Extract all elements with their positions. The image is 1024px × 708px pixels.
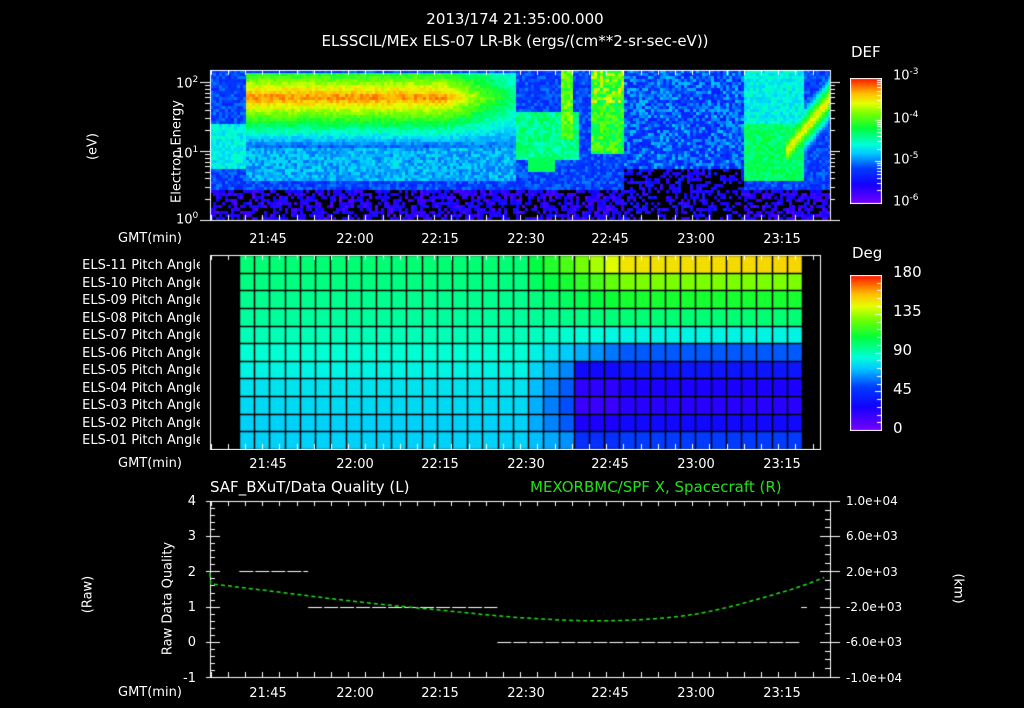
xtick-label: 23:00	[677, 686, 715, 701]
deg-colorbar	[850, 275, 882, 431]
xtick-label: 21:45	[249, 457, 287, 472]
ytick-left: 3	[187, 529, 196, 545]
xtick-label: 22:00	[336, 232, 374, 247]
def-colorbar-title: DEF	[851, 43, 881, 61]
xtick-label: 22:15	[421, 457, 459, 472]
panel1-ylabel-unit: (eV)	[85, 132, 101, 161]
pitch-angle-row-label: ELS-06 Pitch Angle	[82, 345, 204, 361]
panel3-ylabel-left-unit: (Raw)	[80, 575, 96, 614]
def-colorbar	[850, 78, 882, 204]
xtick-label: 22:30	[507, 457, 545, 472]
xtick-label: 22:45	[591, 457, 629, 472]
ytick-right: -1.0e+04	[846, 670, 903, 685]
ytick-left: 4	[187, 494, 196, 509]
ytick-left: 1	[187, 599, 196, 615]
xtick-label: 23:00	[677, 232, 715, 247]
panel2-xlabel: GMT(min)	[118, 456, 182, 471]
xtick-label: 22:30	[507, 232, 545, 247]
ytick-right: 1.0e+04	[846, 494, 898, 508]
panel3-xlabel: GMT(min)	[118, 685, 182, 700]
deg-colorbar-title: Deg	[852, 244, 883, 262]
pitch-angle-row-label: ELS-07 Pitch Angle	[82, 328, 204, 343]
ytick-1e1: 101	[176, 145, 199, 162]
pitch-angle-row-label: ELS-11 Pitch Angle	[82, 258, 204, 273]
pitch-angle-grid	[200, 250, 840, 450]
ytick-right: 6.0e+03	[846, 529, 898, 544]
deg-tick-0: 0	[893, 419, 903, 437]
data-quality-line-plot	[200, 495, 850, 685]
xtick-label: 22:15	[421, 232, 459, 247]
def-tick-4: 10-6	[893, 193, 919, 210]
ytick-right: -2.0e+03	[846, 599, 903, 614]
pitch-angle-row-label: ELS-05 Pitch Angle	[82, 363, 204, 378]
def-tick-2: 10-4	[893, 110, 919, 127]
deg-tick-180: 180	[893, 263, 922, 281]
pitch-angle-row-label: ELS-01 Pitch Angle	[82, 433, 204, 448]
deg-tick-90: 90	[893, 341, 913, 359]
plot-timestamp: 2013/174 21:35:00.000	[426, 10, 604, 28]
ytick-left: -1	[183, 670, 196, 686]
xtick-label: 21:45	[249, 686, 287, 701]
xtick-label: 22:15	[421, 686, 459, 701]
xtick-label: 23:15	[763, 457, 801, 472]
xtick-label: 23:00	[677, 457, 715, 472]
ytick-1e0: 100	[176, 211, 199, 228]
xtick-label: 22:45	[591, 232, 629, 247]
panel1-xlabel: GMT(min)	[118, 231, 182, 246]
ytick-left: 2	[187, 564, 196, 580]
plot-subtitle: ELSSCIL/MEx ELS-07 LR-Bk (ergs/(cm**2-sr…	[321, 32, 709, 50]
panel3-right-title: MEXORBMC/SPF X, Spacecraft (R)	[530, 478, 782, 496]
xtick-label: 22:30	[507, 686, 545, 701]
deg-tick-45: 45	[893, 380, 913, 398]
pitch-angle-row-label: ELS-02 Pitch Angle	[82, 415, 204, 431]
pitch-angle-row-label: ELS-08 Pitch Angle	[82, 310, 204, 326]
def-tick-3: 10-5	[893, 151, 919, 168]
panel3-ylabel-right-unit: (km)	[950, 573, 966, 604]
pitch-angle-row-label: ELS-03 Pitch Angle	[82, 398, 204, 413]
xtick-label: 22:00	[336, 686, 374, 701]
ytick-1e2: 102	[176, 75, 199, 92]
pitch-angle-row-label: ELS-04 Pitch Angle	[82, 380, 204, 396]
xtick-label: 22:00	[336, 457, 374, 472]
pitch-angle-row-label: ELS-10 Pitch Angle	[82, 275, 204, 291]
xtick-label: 23:15	[763, 232, 801, 247]
panel3-left-title: SAF_BXuT/Data Quality (L)	[210, 478, 410, 496]
xtick-label: 21:45	[249, 232, 287, 247]
panel1-axes	[200, 64, 840, 229]
ytick-right: -6.0e+03	[846, 635, 903, 650]
xtick-label: 23:15	[763, 686, 801, 701]
ytick-left: 0	[187, 635, 196, 651]
pitch-angle-row-label: ELS-09 Pitch Angle	[82, 293, 204, 308]
ytick-right: 2.0e+03	[846, 564, 898, 579]
deg-tick-135: 135	[893, 302, 922, 320]
panel3-ylabel-left: Raw Data Quality	[160, 541, 176, 656]
xtick-label: 22:45	[591, 686, 629, 701]
def-tick-1: 10-3	[893, 67, 919, 84]
